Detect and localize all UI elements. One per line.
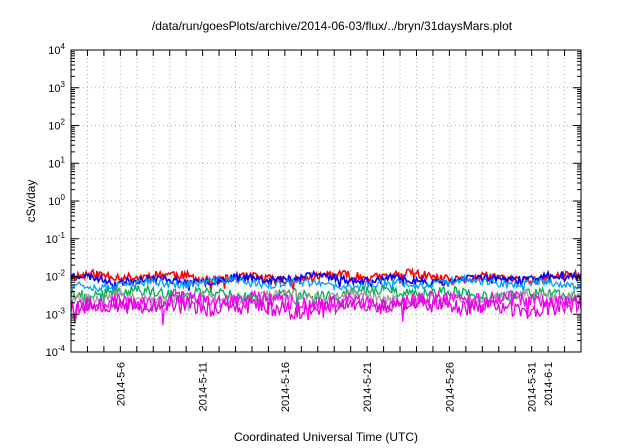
y-tick-label: 103	[48, 80, 65, 95]
series-line	[70, 273, 582, 294]
x-tick-label: 2014-5-11	[198, 362, 210, 411]
series-line	[70, 283, 582, 309]
x-tick-label: 2014-5-6	[115, 362, 127, 406]
y-tick-label: 10-3	[46, 306, 66, 321]
axis-layer: 10-4 10-3 10-2 10-1 100 101 102 103 104 2014-5-6 2…	[46, 42, 581, 412]
y-tick-label: 10-1	[46, 231, 66, 246]
y-tick-label: 10-2	[46, 269, 66, 284]
series-line	[70, 294, 582, 324]
x-tick-label: 2014-6-1	[543, 362, 555, 406]
y-tick-label: 100	[48, 193, 65, 208]
x-tick-label: 2014-5-26	[444, 362, 456, 412]
x-tick-label: 2014-5-31	[527, 362, 539, 412]
x-tick-label: 2014-5-16	[280, 362, 292, 412]
y-axis-title: cSv/day	[24, 180, 38, 223]
chart-title: /data/run/goesPlots/archive/2014-06-03/f…	[152, 19, 513, 33]
y-tick-label: 102	[48, 118, 65, 133]
y-tick-label: 101	[48, 155, 65, 170]
y-tick-label: 104	[48, 42, 65, 57]
series-line	[70, 287, 582, 312]
x-tick-label: 2014-5-21	[362, 362, 374, 412]
y-tick-label: 10-4	[46, 344, 66, 359]
x-axis-title: Coordinated Universal Time (UTC)	[234, 430, 418, 444]
series-layer	[70, 267, 582, 326]
